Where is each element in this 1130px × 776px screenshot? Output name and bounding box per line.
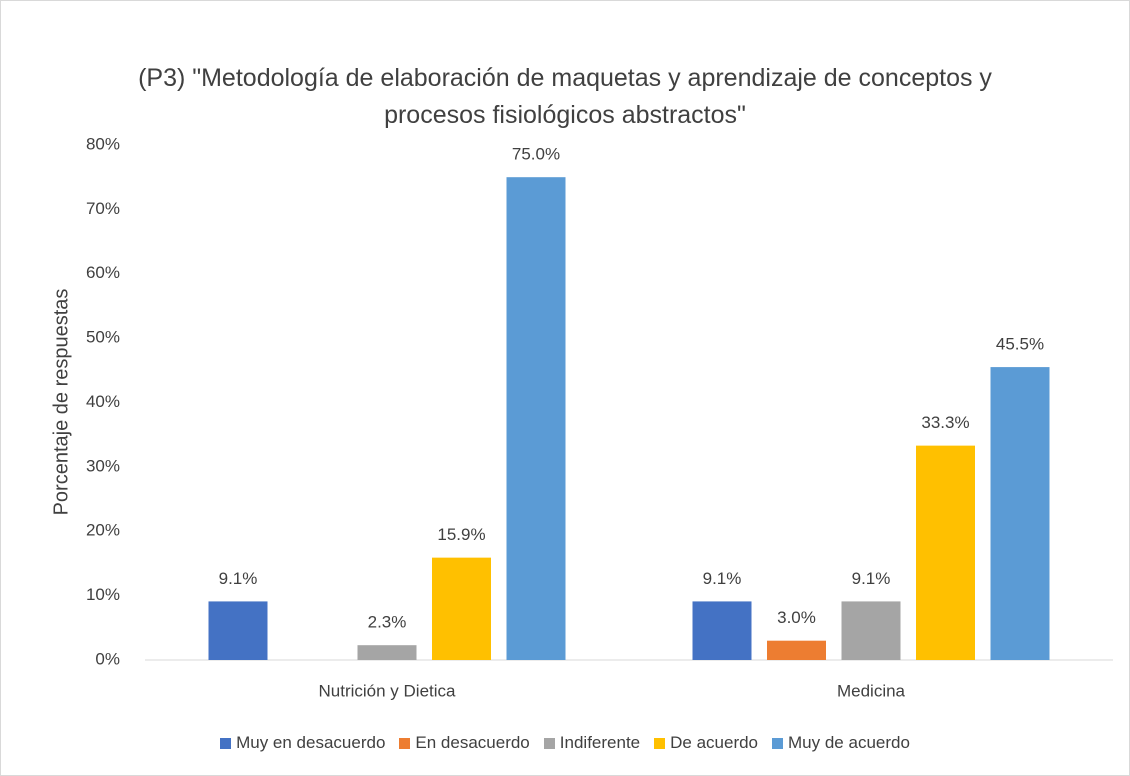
chart-title: (P3) "Metodología de elaboración de maqu… [138,64,992,129]
legend-label: Muy en desacuerdo [236,733,386,752]
legend-swatch [220,737,232,749]
legend-swatch [399,737,411,749]
bar [841,601,901,660]
legend-label: Muy de acuerdo [788,733,910,752]
legend-label: Indiferente [559,733,641,752]
data-label: 9.1% [703,569,742,588]
legend-item: De acuerdo [654,733,758,753]
data-label: 9.1% [852,569,891,588]
y-tick-label: 50% [86,328,120,347]
legend-swatch [772,737,784,749]
bar [767,640,826,660]
legend-label: De acuerdo [670,733,759,752]
x-tick-label: Medicina [837,681,906,700]
legend-item: Indiferente [543,733,641,753]
legend-swatch [654,737,666,749]
data-label: 45.5% [996,335,1044,354]
bar [916,445,975,660]
bar [432,557,491,660]
bar [990,367,1050,660]
data-label: 9.1% [219,569,258,588]
bar [692,601,752,660]
y-tick-label: 0% [95,649,120,668]
data-label: 3.0% [777,608,816,627]
y-tick-label: 70% [86,199,120,218]
y-tick-label: 20% [86,521,120,540]
bar [357,645,417,660]
x-tick-label: Nutrición y Dietica [319,681,457,700]
legend-item: En desacuerdo [399,733,530,753]
y-tick-label: 80% [86,134,120,153]
y-tick-label: 10% [86,585,120,604]
legend-item: Muy de acuerdo [772,733,910,753]
legend-item: Muy en desacuerdo [220,733,385,753]
data-label: 75.0% [512,145,560,164]
y-tick-label: 60% [86,263,120,282]
data-label: 2.3% [368,613,407,632]
y-tick-label: 30% [86,456,120,475]
data-label: 33.3% [921,413,969,432]
y-axis-label: Porcentaje de respuestas [50,289,72,516]
data-label: 15.9% [437,525,485,544]
legend-swatch [543,737,555,749]
bar [506,177,566,660]
legend-label: En desacuerdo [415,733,530,752]
legend: Muy en desacuerdo En desacuerdo Indiferent… [0,733,1130,753]
y-tick-label: 40% [86,392,120,411]
bar [208,601,268,660]
